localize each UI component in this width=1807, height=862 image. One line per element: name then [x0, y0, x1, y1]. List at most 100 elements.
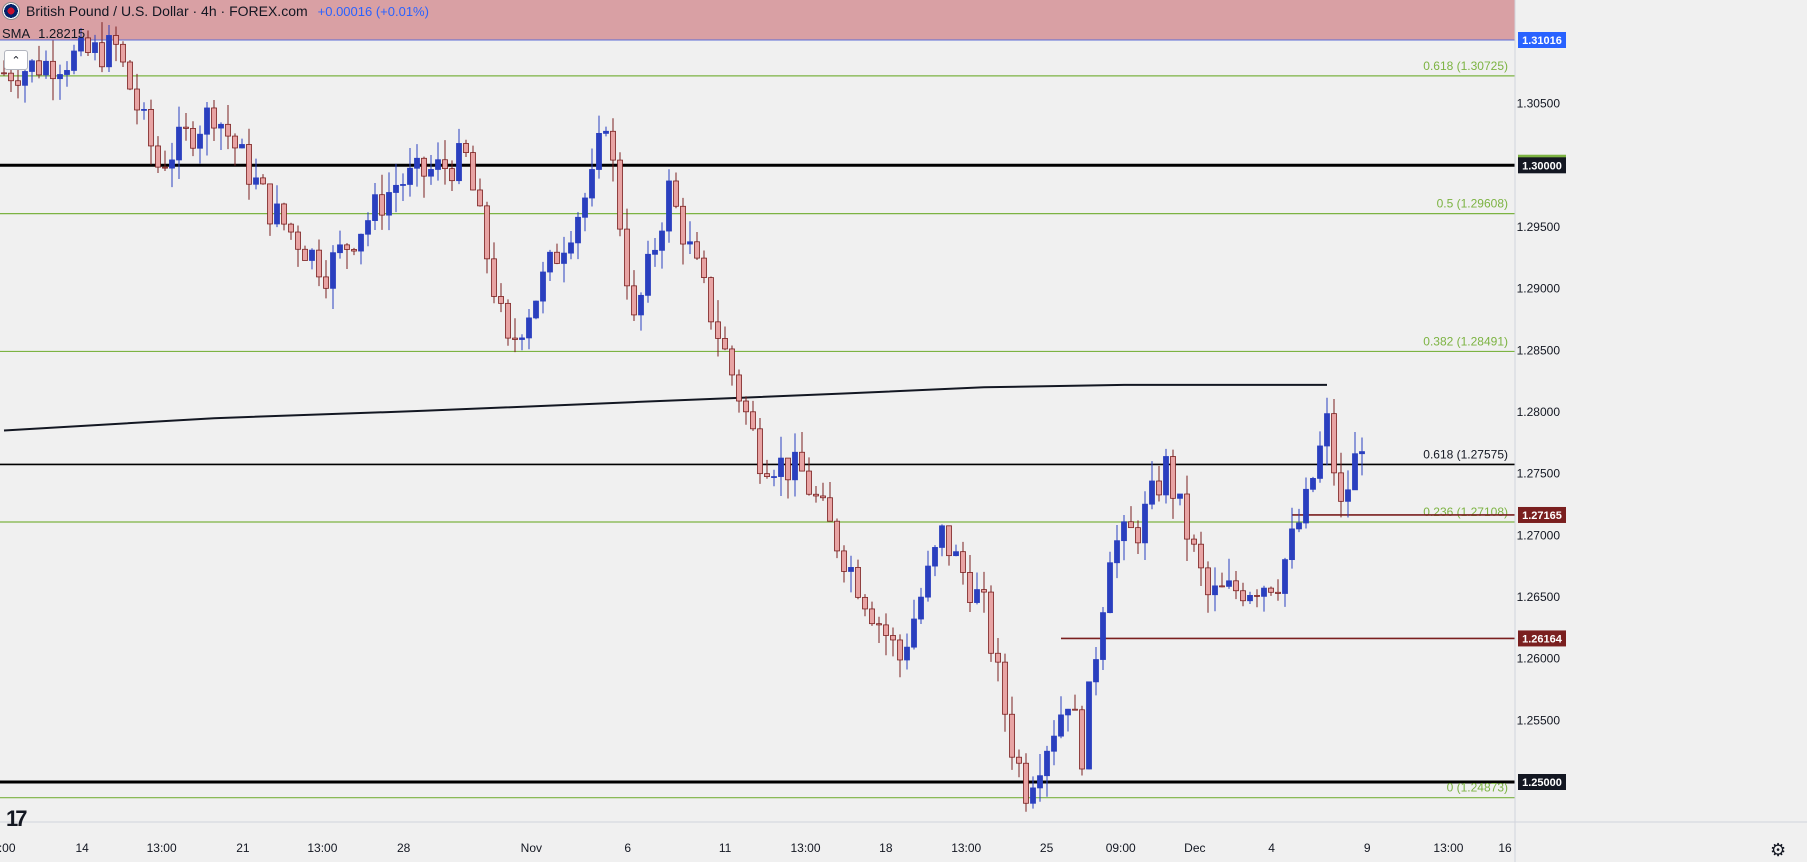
- candle-body[interactable]: [211, 107, 217, 129]
- collapse-legend-button[interactable]: ⌃: [4, 50, 28, 70]
- candle-body[interactable]: [722, 338, 728, 350]
- candle-body[interactable]: [1212, 585, 1218, 596]
- candle-body[interactable]: [463, 143, 469, 153]
- candle-body[interactable]: [834, 520, 840, 552]
- candle-body[interactable]: [323, 276, 329, 289]
- candle-body[interactable]: [806, 470, 812, 495]
- candle-body[interactable]: [288, 223, 294, 233]
- candle-body[interactable]: [274, 203, 280, 225]
- candle-body[interactable]: [596, 132, 602, 170]
- candle-body[interactable]: [1261, 587, 1267, 597]
- candle-body[interactable]: [666, 180, 672, 232]
- candle-body[interactable]: [946, 525, 952, 557]
- candle-body[interactable]: [1009, 713, 1015, 758]
- candle-body[interactable]: [1149, 480, 1155, 505]
- candle-body[interactable]: [358, 233, 364, 252]
- candle-body[interactable]: [176, 126, 182, 161]
- candle-body[interactable]: [169, 159, 175, 169]
- candle-body[interactable]: [491, 258, 497, 297]
- candle-body[interactable]: [43, 60, 49, 76]
- candle-body[interactable]: [400, 184, 406, 186]
- candle-body[interactable]: [1121, 521, 1127, 542]
- candle-body[interactable]: [253, 177, 259, 185]
- indicator-legend[interactable]: SMA 1.28215: [2, 26, 85, 41]
- candle-body[interactable]: [393, 184, 399, 193]
- candle-body[interactable]: [183, 126, 189, 129]
- candle-body[interactable]: [1226, 580, 1232, 587]
- candle-body[interactable]: [603, 130, 609, 134]
- candle-body[interactable]: [869, 608, 875, 625]
- candle-body[interactable]: [113, 35, 119, 45]
- candle-body[interactable]: [15, 80, 21, 86]
- candle-body[interactable]: [239, 144, 245, 149]
- candle-body[interactable]: [862, 596, 868, 610]
- candle-body[interactable]: [785, 457, 791, 481]
- candle-body[interactable]: [918, 596, 924, 620]
- candle-body[interactable]: [1079, 709, 1085, 770]
- candle-body[interactable]: [372, 194, 378, 221]
- candle-body[interactable]: [820, 495, 826, 499]
- tradingview-logo-icon[interactable]: 17: [6, 806, 28, 831]
- candle-body[interactable]: [638, 294, 644, 316]
- candle-body[interactable]: [1317, 445, 1323, 479]
- candle-body[interactable]: [925, 565, 931, 598]
- candle-body[interactable]: [554, 251, 560, 264]
- candle-body[interactable]: [85, 37, 91, 53]
- candle-body[interactable]: [218, 123, 224, 129]
- candle-body[interactable]: [526, 317, 532, 339]
- candle-body[interactable]: [960, 551, 966, 573]
- candle-body[interactable]: [225, 123, 231, 137]
- candle-body[interactable]: [1142, 503, 1148, 544]
- candle-body[interactable]: [1282, 559, 1288, 594]
- candle-body[interactable]: [841, 550, 847, 572]
- candle-body[interactable]: [1219, 585, 1225, 588]
- candle-body[interactable]: [309, 249, 315, 261]
- candle-body[interactable]: [813, 493, 819, 497]
- candle-body[interactable]: [330, 252, 336, 289]
- candle-body[interactable]: [701, 257, 707, 279]
- candle-body[interactable]: [764, 473, 770, 478]
- candle-body[interactable]: [484, 205, 490, 260]
- candle-body[interactable]: [190, 128, 196, 149]
- candle-body[interactable]: [1198, 543, 1204, 569]
- candle-body[interactable]: [386, 192, 392, 216]
- candle-body[interactable]: [1345, 489, 1351, 502]
- candle-body[interactable]: [1114, 540, 1120, 564]
- candle-body[interactable]: [365, 220, 371, 235]
- candle-body[interactable]: [267, 183, 273, 225]
- candle-body[interactable]: [757, 428, 763, 475]
- candle-body[interactable]: [652, 249, 658, 255]
- candle-body[interactable]: [708, 277, 714, 323]
- candle-body[interactable]: [582, 197, 588, 218]
- candle-body[interactable]: [631, 285, 637, 316]
- candle-body[interactable]: [155, 145, 161, 168]
- candle-body[interactable]: [1359, 451, 1365, 455]
- candle-body[interactable]: [771, 476, 777, 478]
- candle-body[interactable]: [456, 143, 462, 182]
- candle-body[interactable]: [316, 249, 322, 278]
- candle-body[interactable]: [1184, 493, 1190, 540]
- candle-body[interactable]: [967, 572, 973, 603]
- candle-body[interactable]: [421, 157, 427, 177]
- candle-body[interactable]: [540, 271, 546, 302]
- candle-body[interactable]: [8, 72, 14, 82]
- candle-body[interactable]: [407, 167, 413, 185]
- candle-body[interactable]: [1352, 453, 1358, 491]
- candle-body[interactable]: [1128, 521, 1134, 529]
- candle-body[interactable]: [148, 109, 154, 147]
- candle-body[interactable]: [589, 169, 595, 199]
- candle-body[interactable]: [743, 400, 749, 413]
- candle-body[interactable]: [498, 296, 504, 304]
- candle-body[interactable]: [1303, 488, 1309, 524]
- candle-body[interactable]: [715, 321, 721, 339]
- candle-body[interactable]: [1044, 750, 1050, 777]
- candle-body[interactable]: [1065, 708, 1071, 716]
- candle-body[interactable]: [78, 37, 84, 52]
- candle-body[interactable]: [428, 169, 434, 177]
- candle-body[interactable]: [1107, 562, 1113, 614]
- candle-body[interactable]: [505, 302, 511, 339]
- candle-body[interactable]: [680, 205, 686, 245]
- candle-body[interactable]: [575, 216, 581, 244]
